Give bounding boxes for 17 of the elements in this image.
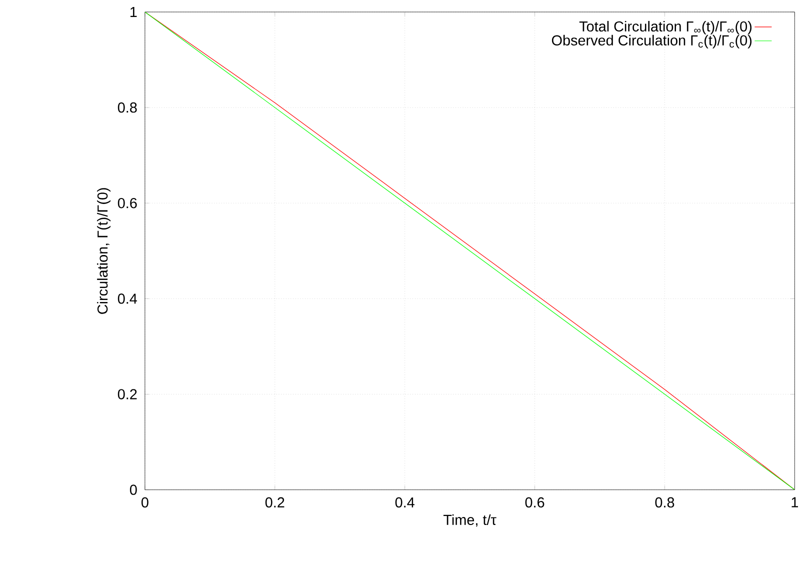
x-tick-label: 0 [141,497,148,508]
legend-label: Total Circulation Γ$_{∞}$(t)/Γ$_{∞}$(0) [579,21,752,35]
y-tick-label: 1 [130,7,137,18]
y-tick-label: 0 [130,484,137,496]
y-tick-label: 0.2 [118,389,137,400]
x-tick-label: 0.4 [395,497,414,508]
y-tick-label: 0.6 [118,198,137,208]
x-tick-label: 0.8 [655,497,674,508]
y-tick-label: 0.4 [118,294,137,304]
y-axis-title: Circulation, Γ(t)/Γ(0) [97,188,111,314]
legend-label: Observed Circulation Γ$_{c}$(t)/Γ$_{c}$(0) [552,35,752,48]
x-tick-label: 1 [792,497,798,508]
y-tick-label: 0.8 [118,102,137,113]
x-tick-label: 0.6 [525,497,544,508]
x-axis-title: Time, t/τ [443,514,496,527]
x-tick-label: 0.2 [265,497,284,508]
line-series [144,12,795,490]
